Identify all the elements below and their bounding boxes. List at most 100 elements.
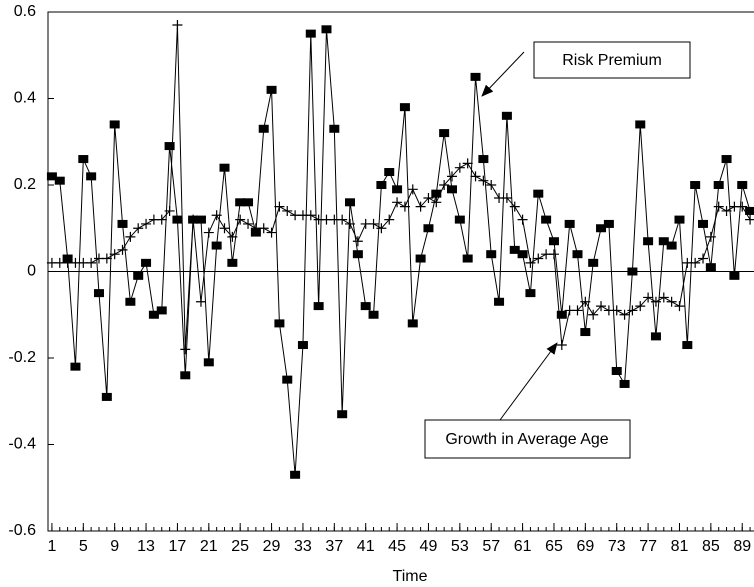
plus-marker xyxy=(227,231,238,242)
plus-marker xyxy=(588,309,599,320)
x-tick-label: 61 xyxy=(514,538,532,555)
y-tick-label: 0.4 xyxy=(14,90,36,107)
square-marker xyxy=(517,250,528,259)
square-marker xyxy=(274,319,285,328)
square-marker xyxy=(384,168,395,177)
plus-marker xyxy=(658,292,669,303)
plus-marker xyxy=(721,205,732,216)
square-marker xyxy=(321,25,332,34)
square-marker xyxy=(713,181,724,189)
plus-marker xyxy=(258,223,269,234)
annotation-box xyxy=(424,419,631,459)
plus-marker xyxy=(141,218,152,229)
plus-marker xyxy=(745,214,754,225)
plus-marker xyxy=(415,201,426,212)
square-marker xyxy=(650,332,661,341)
square-marker xyxy=(666,241,677,250)
x-tick-label: 53 xyxy=(451,538,469,555)
square-marker xyxy=(737,181,748,189)
square-marker xyxy=(54,176,65,185)
plus-marker xyxy=(164,205,175,216)
plus-marker xyxy=(470,171,481,182)
plus-marker xyxy=(125,231,136,242)
square-marker xyxy=(454,215,465,224)
square-marker xyxy=(219,163,230,172)
x-tick-label: 25 xyxy=(231,538,249,555)
annotation-arrow xyxy=(499,342,558,421)
x-tick-label: 81 xyxy=(671,538,689,555)
x-tick-label: 49 xyxy=(420,538,438,555)
y-tick-label: 0 xyxy=(27,263,36,280)
square-marker xyxy=(258,124,269,133)
square-marker xyxy=(125,297,136,306)
x-tick-label: 41 xyxy=(357,538,375,555)
plus-marker xyxy=(235,214,246,225)
square-marker xyxy=(478,155,489,164)
square-marker xyxy=(368,310,379,319)
square-marker xyxy=(745,206,754,215)
x-tick-label: 69 xyxy=(576,538,594,555)
square-marker xyxy=(658,237,669,246)
square-marker xyxy=(70,362,81,371)
y-tick-label: -0.4 xyxy=(8,436,36,453)
x-tick-label: 13 xyxy=(137,538,155,555)
square-marker xyxy=(172,215,183,224)
x-tick-label: 37 xyxy=(325,538,343,555)
plus-marker xyxy=(368,218,379,229)
square-marker xyxy=(203,358,214,367)
square-marker xyxy=(227,258,238,267)
plus-marker xyxy=(376,223,387,234)
square-marker xyxy=(698,219,709,228)
square-marker xyxy=(305,29,316,38)
square-marker xyxy=(109,120,120,129)
plus-marker xyxy=(156,214,167,225)
plus-marker xyxy=(478,175,489,186)
square-marker xyxy=(541,215,552,224)
plus-marker xyxy=(211,210,222,221)
square-marker xyxy=(93,289,104,298)
plus-marker xyxy=(203,227,214,238)
square-marker xyxy=(431,189,442,198)
plus-marker xyxy=(219,223,230,234)
plus-marker xyxy=(274,201,285,212)
x-axis-label: Time xyxy=(393,568,428,585)
square-marker xyxy=(627,267,638,276)
plus-marker xyxy=(305,210,316,221)
plus-marker xyxy=(643,292,654,303)
plus-marker xyxy=(446,171,457,182)
x-tick-label: 29 xyxy=(263,538,281,555)
plus-marker xyxy=(188,214,199,225)
x-tick-label: 1 xyxy=(47,538,56,555)
plus-marker xyxy=(533,253,544,264)
square-marker xyxy=(376,181,387,189)
plus-marker xyxy=(462,158,473,169)
square-marker xyxy=(337,410,348,419)
plus-marker xyxy=(737,201,748,212)
x-tick-label: 77 xyxy=(639,538,657,555)
plus-marker xyxy=(431,197,442,208)
square-marker xyxy=(588,258,599,267)
square-marker xyxy=(635,120,646,129)
annotation-arrow xyxy=(481,51,525,97)
plus-marker xyxy=(109,249,120,260)
y-tick-label: 0.6 xyxy=(14,3,36,20)
plus-marker xyxy=(698,253,709,264)
plus-marker xyxy=(713,201,724,212)
annotation: Risk Premium xyxy=(562,52,662,69)
square-marker xyxy=(533,189,544,198)
x-tick-label: 17 xyxy=(169,538,187,555)
plus-marker xyxy=(407,184,418,195)
square-marker xyxy=(729,271,740,280)
square-marker xyxy=(290,470,301,479)
plus-marker xyxy=(195,296,206,307)
square-marker xyxy=(643,237,654,246)
square-marker xyxy=(360,302,371,311)
plus-marker xyxy=(266,227,277,238)
plus-marker xyxy=(619,309,630,320)
square-marker xyxy=(86,172,97,181)
x-tick-label: 65 xyxy=(545,538,563,555)
square-marker xyxy=(682,341,693,350)
square-marker xyxy=(101,392,112,401)
square-marker xyxy=(243,198,254,207)
plus-marker xyxy=(572,305,583,316)
